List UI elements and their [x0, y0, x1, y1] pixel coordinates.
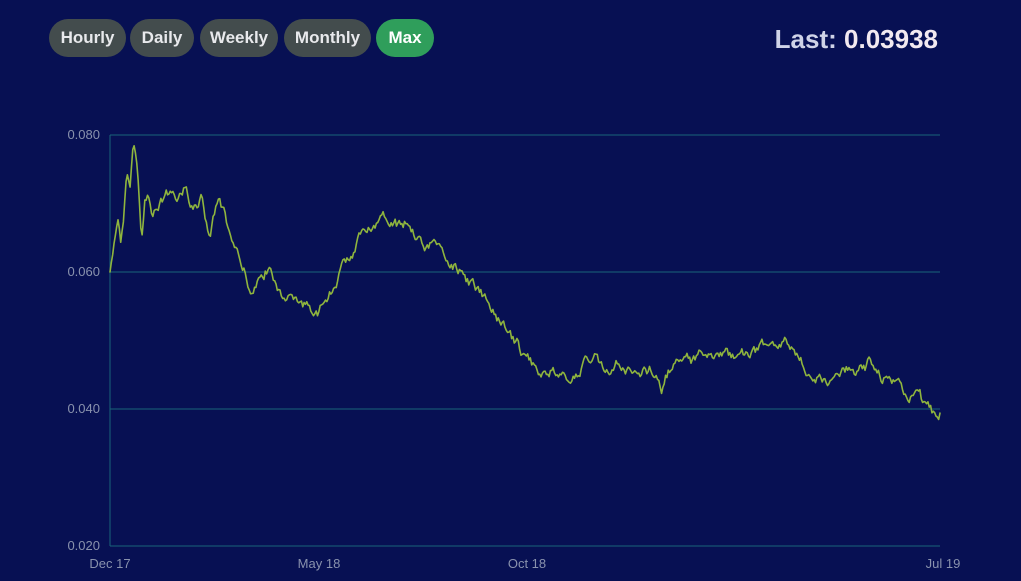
svg-text:Oct 18: Oct 18	[508, 556, 546, 571]
svg-text:0.020: 0.020	[67, 538, 100, 553]
svg-text:0.060: 0.060	[67, 264, 100, 279]
svg-text:May 18: May 18	[298, 556, 341, 571]
svg-text:Dec 17: Dec 17	[89, 556, 130, 571]
svg-text:Jul 19: Jul 19	[926, 556, 961, 571]
svg-text:0.040: 0.040	[67, 401, 100, 416]
svg-text:0.080: 0.080	[67, 127, 100, 142]
